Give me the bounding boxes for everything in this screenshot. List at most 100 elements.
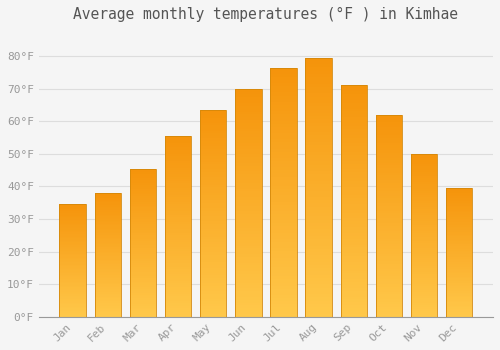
Bar (446, 235, 472, 236)
Bar (340, 175, 367, 178)
Bar (235, 174, 262, 177)
Bar (306, 233, 332, 236)
Bar (200, 270, 226, 273)
Bar (165, 140, 191, 143)
Bar (130, 308, 156, 309)
Bar (446, 193, 472, 195)
Bar (306, 246, 332, 249)
Bar (306, 187, 332, 190)
Bar (306, 275, 332, 278)
Bar (165, 306, 191, 308)
Bar (130, 256, 156, 258)
Bar (306, 304, 332, 307)
Bar (60, 268, 86, 269)
Bar (340, 273, 367, 276)
Bar (200, 151, 226, 154)
Bar (200, 247, 226, 250)
Bar (411, 195, 438, 197)
Bar (340, 253, 367, 256)
Bar (270, 239, 296, 242)
Bar (340, 146, 367, 149)
Bar (94, 264, 121, 266)
Bar (235, 214, 262, 217)
Bar (60, 296, 86, 297)
Bar (446, 244, 472, 246)
Bar (94, 290, 121, 292)
Bar (306, 223, 332, 226)
Bar (411, 225, 438, 227)
Bar (340, 85, 367, 317)
Bar (376, 279, 402, 281)
Bar (200, 229, 226, 231)
Bar (446, 251, 472, 252)
Bar (130, 267, 156, 268)
Bar (306, 262, 332, 265)
Bar (200, 224, 226, 226)
Bar (130, 183, 156, 185)
Bar (340, 195, 367, 198)
Bar (94, 280, 121, 281)
Bar (235, 117, 262, 120)
Bar (306, 291, 332, 294)
Bar (235, 291, 262, 294)
Bar (200, 167, 226, 169)
Bar (130, 211, 156, 213)
Bar (411, 302, 438, 304)
Bar (165, 312, 191, 315)
Bar (200, 216, 226, 218)
Bar (376, 158, 402, 160)
Title: Average monthly temperatures (°F ) in Kimhae: Average monthly temperatures (°F ) in Ki… (74, 7, 458, 22)
Bar (376, 226, 402, 229)
Bar (94, 283, 121, 284)
Bar (306, 87, 332, 90)
Bar (270, 279, 296, 282)
Bar (411, 201, 438, 203)
Bar (306, 174, 332, 177)
Bar (60, 213, 86, 214)
Bar (200, 242, 226, 244)
Bar (411, 256, 438, 258)
Bar (411, 182, 438, 184)
Bar (165, 290, 191, 292)
Bar (94, 270, 121, 272)
Bar (411, 252, 438, 254)
Bar (340, 302, 367, 305)
Bar (340, 94, 367, 97)
Bar (165, 177, 191, 179)
Bar (94, 287, 121, 289)
Bar (306, 116, 332, 119)
Bar (130, 278, 156, 280)
Bar (235, 277, 262, 280)
Bar (235, 282, 262, 286)
Bar (130, 205, 156, 208)
Bar (306, 132, 332, 135)
Bar (60, 252, 86, 253)
Bar (165, 143, 191, 145)
Bar (306, 80, 332, 84)
Bar (340, 100, 367, 103)
Bar (376, 254, 402, 256)
Bar (270, 267, 296, 270)
Bar (94, 193, 121, 195)
Bar (376, 122, 402, 125)
Bar (130, 233, 156, 235)
Bar (340, 184, 367, 187)
Bar (130, 280, 156, 282)
Bar (235, 146, 262, 149)
Bar (60, 275, 86, 276)
Bar (340, 221, 367, 224)
Bar (60, 278, 86, 279)
Bar (306, 61, 332, 64)
Bar (270, 254, 296, 258)
Bar (411, 156, 438, 158)
Bar (376, 175, 402, 178)
Bar (60, 220, 86, 221)
Bar (340, 161, 367, 163)
Bar (130, 268, 156, 271)
Bar (94, 284, 121, 286)
Bar (270, 124, 296, 127)
Bar (411, 274, 438, 276)
Bar (200, 164, 226, 167)
Bar (94, 309, 121, 310)
Bar (94, 301, 121, 303)
